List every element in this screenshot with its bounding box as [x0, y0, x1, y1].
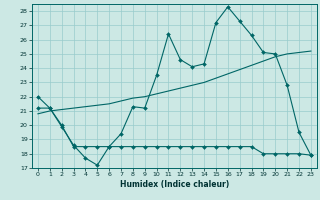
X-axis label: Humidex (Indice chaleur): Humidex (Indice chaleur)	[120, 180, 229, 189]
